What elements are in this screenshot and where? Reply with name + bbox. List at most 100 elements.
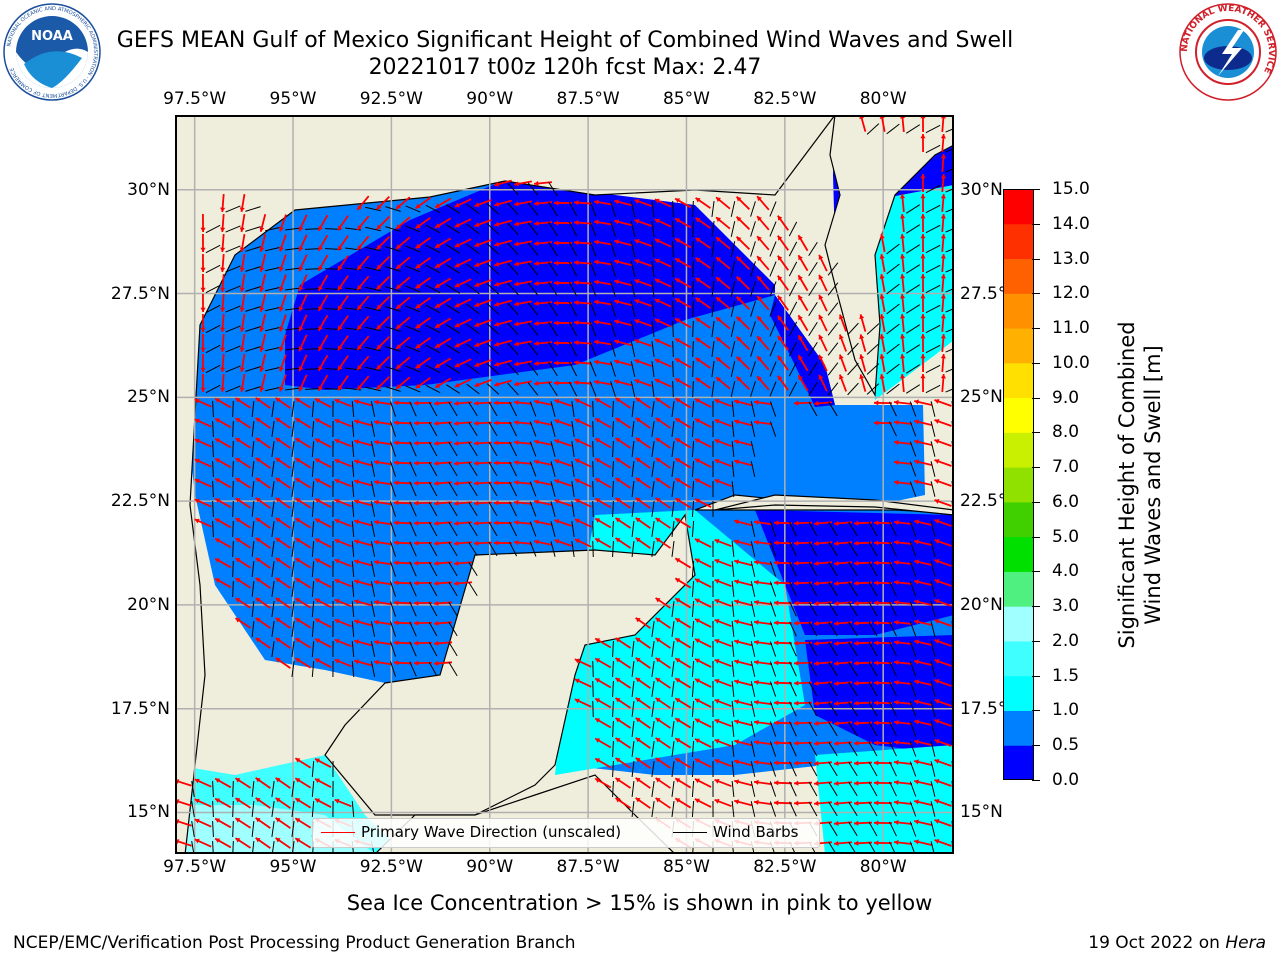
- wave-arrow-head: [235, 418, 241, 423]
- lon-tick-top: 85°W: [662, 89, 710, 109]
- wave-arrow-head: [899, 234, 906, 239]
- wave-arrow-head: [854, 680, 859, 686]
- colorbar-tick-mark: [1032, 780, 1040, 781]
- wind-barb: [571, 401, 575, 417]
- wave-arrow-head: [655, 737, 661, 743]
- wind-barb: [827, 262, 839, 276]
- wave-arrow-head: [694, 778, 700, 784]
- wind-barb: [930, 681, 936, 697]
- wave-arrow-head: [675, 698, 681, 703]
- wave-arrow-head: [834, 540, 839, 546]
- wave-arrow-head: [794, 780, 799, 786]
- wave-arrow-head: [474, 222, 480, 228]
- wave-arrow-head: [554, 340, 559, 346]
- wind-barb: [731, 420, 735, 438]
- wind-barb: [529, 441, 537, 457]
- wind-barb: [265, 306, 281, 312]
- wave-arrow-head: [259, 266, 265, 272]
- wind-barb: [466, 223, 480, 235]
- wind-barb: [691, 640, 695, 658]
- colorbar-segment: [1003, 467, 1034, 503]
- wind-barb: [651, 341, 655, 357]
- wind-barb: [750, 301, 756, 317]
- wind-barb: [405, 385, 421, 393]
- wave-arrow-head: [874, 400, 879, 406]
- wave-arrow-head: [798, 275, 803, 281]
- wave-arrow-head: [376, 384, 382, 390]
- wave-arrow-head: [634, 198, 640, 204]
- wind-barb: [769, 321, 777, 337]
- wave-arrow-head: [354, 459, 360, 465]
- wave-arrow-head: [934, 778, 940, 784]
- wave-arrow-head: [714, 458, 720, 464]
- wave-arrow-head: [894, 539, 899, 546]
- wave-arrow-head: [655, 717, 661, 723]
- wind-barb: [291, 521, 295, 537]
- colorbar-tick-mark: [1032, 223, 1040, 225]
- wave-arrow-head: [275, 497, 281, 503]
- wind-barb: [610, 221, 616, 237]
- wave-arrow-head: [454, 242, 460, 248]
- wave-arrow-head: [614, 259, 620, 265]
- wave-arrow-head: [315, 438, 321, 444]
- wind-barb: [691, 420, 695, 438]
- wave-arrow-head: [514, 539, 519, 546]
- wind-barb: [731, 540, 735, 558]
- wind-barb: [750, 321, 756, 337]
- wind-barb: [409, 461, 417, 477]
- land-yucatan: [324, 513, 696, 816]
- wave-arrow-head: [514, 499, 519, 506]
- wind-barb: [507, 382, 519, 396]
- wave-arrow-head: [894, 619, 899, 626]
- wave-arrow-head: [634, 298, 640, 304]
- wave-arrow-head: [874, 720, 879, 726]
- wave-arrow-head: [514, 419, 519, 426]
- wind-barb: [271, 421, 275, 437]
- wave-arrow-head: [655, 617, 661, 623]
- wind-barb: [390, 641, 396, 657]
- wind-barb: [390, 461, 396, 477]
- wave-arrow-head: [635, 457, 641, 463]
- wave-arrow-head: [235, 598, 241, 603]
- wave-arrow-head: [315, 398, 321, 404]
- wind-barb: [409, 561, 417, 577]
- wave-arrow-head: [514, 519, 519, 526]
- wave-arrow-head: [834, 840, 839, 846]
- colorbar-tick-mark: [1032, 745, 1040, 747]
- colorbar-tick-mark: [1032, 328, 1040, 330]
- wind-barb: [610, 261, 616, 277]
- wind-barb: [691, 680, 695, 698]
- wave-arrow-head: [694, 638, 700, 644]
- wind-barb: [750, 361, 756, 377]
- gulf-wave-map: [175, 115, 954, 854]
- wind-barb: [671, 421, 675, 437]
- wave-arrow-head: [396, 384, 402, 389]
- wind-barb: [571, 441, 575, 457]
- wind-barb: [909, 561, 917, 577]
- wind-barb: [428, 581, 438, 597]
- wave-arrow-head: [934, 638, 940, 644]
- wave-arrow-head: [514, 301, 519, 307]
- wind-barb: [232, 500, 234, 518]
- wind-barb: [788, 241, 798, 257]
- wind-barb: [445, 304, 461, 314]
- wind-barb: [612, 480, 614, 498]
- wave-arrow-head: [396, 204, 402, 209]
- wave-arrow-head: [734, 759, 740, 765]
- wave-arrow-head: [615, 398, 621, 403]
- wind-barb: [828, 701, 838, 717]
- wave-arrow-head: [394, 620, 399, 626]
- wind-barb: [548, 301, 558, 317]
- wind-barb: [311, 460, 315, 478]
- wave-arrow-head: [275, 397, 281, 403]
- lat-tick-right: 15°N: [960, 802, 1003, 823]
- wave-arrow-head: [934, 818, 940, 824]
- wave-arrow-head: [914, 759, 919, 765]
- wind-barb: [909, 781, 917, 797]
- wave-arrow-head: [675, 278, 681, 283]
- wind-barb: [651, 701, 655, 717]
- wave-arrow-head: [315, 658, 321, 664]
- wind-barb: [245, 286, 261, 292]
- colorbar-frame: [1003, 189, 1034, 780]
- colorbar-tick-mark: [1032, 710, 1040, 712]
